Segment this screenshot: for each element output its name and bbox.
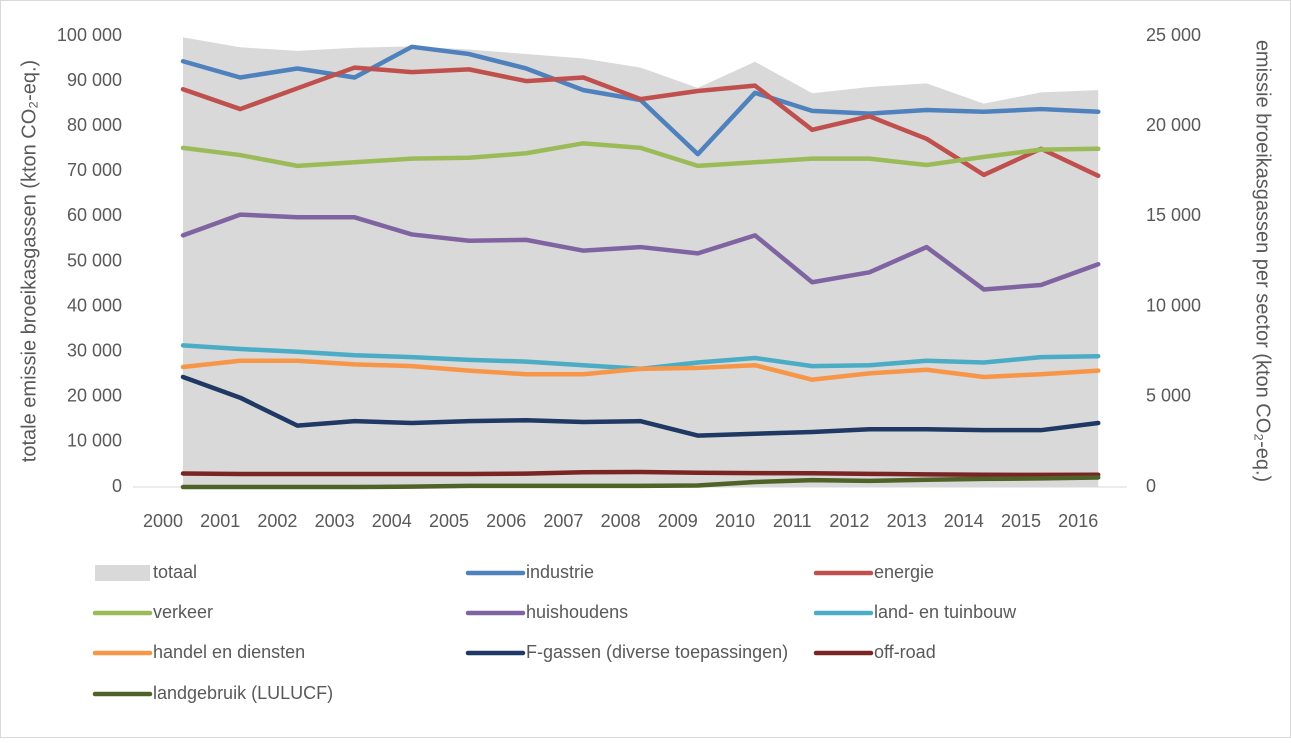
x-tick-label: 2006 xyxy=(486,511,526,531)
x-tick-label: 2010 xyxy=(715,511,755,531)
y-tick-label: 50 000 xyxy=(67,250,122,270)
y-tick-label: 30 000 xyxy=(67,340,122,360)
y2-tick-label: 20 000 xyxy=(1146,115,1201,135)
x-tick-label: 2014 xyxy=(944,511,984,531)
x-tick-label: 2002 xyxy=(257,511,297,531)
legend-label: huishoudens xyxy=(526,602,628,622)
legend-label: verkeer xyxy=(153,602,213,622)
y-tick-label: 90 000 xyxy=(67,70,122,90)
legend-label: landgebruik (LULUCF) xyxy=(153,683,333,703)
line xyxy=(180,141,1101,169)
y-tick-label: 40 000 xyxy=(67,295,122,315)
line xyxy=(180,475,1101,490)
legend-label: handel en diensten xyxy=(153,642,305,662)
x-tick-label: 2000 xyxy=(143,511,183,531)
y-tick-label: 70 000 xyxy=(67,160,122,180)
legend-label: totaal xyxy=(153,562,197,582)
y2-tick-label: 25 000 xyxy=(1146,25,1201,45)
line xyxy=(180,65,1101,179)
y2-tick-label: 5 000 xyxy=(1146,386,1191,406)
y-tick-label: 10 000 xyxy=(67,431,122,451)
y-tick-label: 80 000 xyxy=(67,115,122,135)
y2-tick-label: 10 000 xyxy=(1146,295,1201,315)
y-tick-label: 0 xyxy=(112,476,122,496)
line xyxy=(180,212,1101,292)
line xyxy=(180,358,1101,382)
y-tick-label: 100 000 xyxy=(57,25,122,45)
x-tick-label: 2005 xyxy=(429,511,469,531)
legend-swatch xyxy=(95,565,150,581)
x-tick-label: 2003 xyxy=(315,511,355,531)
y2-tick-label: 15 000 xyxy=(1146,205,1201,225)
x-tick-label: 2016 xyxy=(1058,511,1098,531)
x-tick-label: 2008 xyxy=(601,511,641,531)
line xyxy=(180,469,1101,478)
legend-label: industrie xyxy=(526,562,594,582)
x-tick-label: 2009 xyxy=(658,511,698,531)
y-tick-label: 20 000 xyxy=(67,386,122,406)
x-tick-label: 2007 xyxy=(543,511,583,531)
legend-label: F-gassen (diverse toepassingen) xyxy=(526,642,788,662)
y2-tick-label: 0 xyxy=(1146,476,1156,496)
x-tick-label: 2012 xyxy=(829,511,869,531)
y2-axis-title: emissie broeikasgassen per sector (kton … xyxy=(1252,40,1274,482)
x-tick-label: 2011 xyxy=(773,511,812,531)
x-tick-label: 2004 xyxy=(372,511,412,531)
y-tick-label: 60 000 xyxy=(67,205,122,225)
y-axis-title: totale emissie broeikasgassen (kton CO₂-… xyxy=(18,60,40,462)
legend-label: energie xyxy=(874,562,934,582)
line xyxy=(180,374,1101,438)
legend-label: land- en tuinbouw xyxy=(874,602,1017,622)
legend-label: off-road xyxy=(874,642,936,662)
x-tick-label: 2015 xyxy=(1001,511,1041,531)
x-tick-label: 2001 xyxy=(200,511,240,531)
x-tick-label: 2013 xyxy=(887,511,927,531)
